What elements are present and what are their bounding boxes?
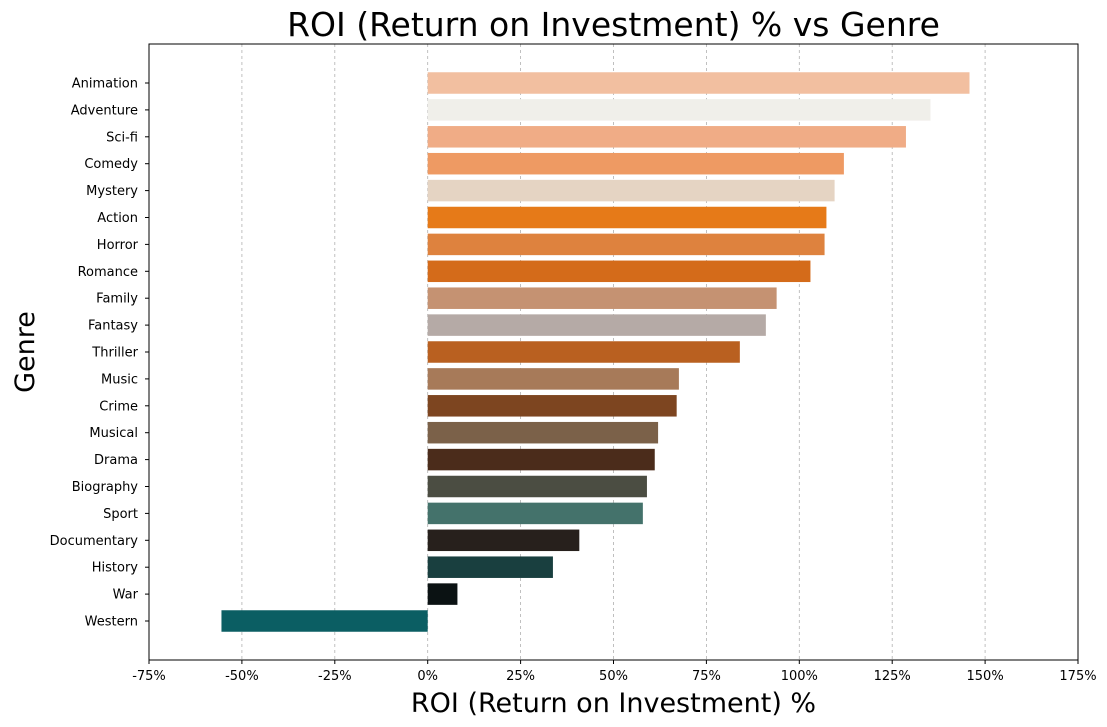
x-tick-label: 175% — [1059, 669, 1096, 684]
y-tick-label: Musical — [89, 426, 138, 441]
bar-mystery — [427, 179, 835, 202]
x-tick-label: 100% — [781, 669, 818, 684]
y-axis-ticks: Animation Adventure Sci-fi Comedy Mystery Act… — [50, 77, 149, 630]
x-tick-label: 0% — [417, 669, 438, 684]
y-tick-label: War — [113, 588, 139, 603]
plot-frame — [148, 43, 1079, 661]
y-tick-label: Music — [101, 372, 138, 387]
bar-crime — [427, 395, 677, 417]
bar-romance — [427, 260, 811, 283]
y-axis-label: Genre — [10, 311, 41, 393]
y-tick-label: Comedy — [84, 157, 138, 172]
bar-history — [427, 556, 553, 578]
y-tick-label: Sci-fi — [106, 130, 138, 145]
x-tick-label: 25% — [506, 669, 535, 684]
y-tick-label: Action — [97, 211, 138, 226]
x-tick-label: -25% — [318, 669, 352, 684]
bar-animation — [427, 72, 970, 94]
x-tick-label: 125% — [874, 669, 911, 684]
bar-family — [427, 287, 777, 309]
bar-sci-fi — [427, 126, 906, 148]
bar-musical — [427, 421, 659, 444]
y-tick-label: Drama — [94, 453, 138, 468]
bar-sport — [427, 502, 643, 525]
x-axis-label: ROI (Return on Investment) % — [411, 688, 816, 719]
x-tick-label: 150% — [967, 669, 1004, 684]
y-tick-label: Documentary — [50, 534, 139, 549]
bar-action — [427, 206, 827, 229]
bar-comedy — [427, 152, 844, 175]
bar-biography — [427, 475, 647, 498]
x-tick-label: -75% — [132, 669, 166, 684]
bar-western — [221, 610, 428, 632]
chart-title: ROI (Return on Investment) % vs Genre — [287, 5, 940, 44]
y-tick-label: Western — [85, 615, 138, 630]
bar-thriller — [427, 341, 740, 363]
y-tick-label: Sport — [103, 507, 138, 522]
bar-documentary — [427, 529, 580, 552]
bar-drama — [427, 448, 655, 471]
y-tick-label: Mystery — [86, 184, 138, 199]
y-tick-label: Adventure — [71, 103, 138, 118]
y-tick-label: Animation — [72, 77, 138, 92]
bars — [221, 72, 970, 632]
y-tick-label: Horror — [97, 238, 139, 253]
y-tick-label: Thriller — [91, 346, 138, 361]
bar-music — [427, 368, 679, 390]
y-tick-label: Crime — [99, 399, 138, 414]
y-tick-label: Fantasy — [88, 319, 138, 334]
bar-fantasy — [427, 314, 766, 336]
y-tick-label: Biography — [72, 480, 139, 495]
x-axis-ticks: -75% -50% -25% 0% 25% 50% 75% 100% 125% 150% 175% — [132, 660, 1097, 684]
bar-adventure — [427, 99, 931, 121]
y-tick-label: Romance — [78, 265, 138, 280]
y-tick-label: History — [92, 561, 139, 576]
bar-war — [427, 583, 458, 605]
bar-horror — [427, 233, 825, 256]
y-tick-label: Family — [96, 292, 138, 307]
x-tick-label: 75% — [692, 669, 721, 684]
x-tick-label: 50% — [599, 669, 628, 684]
x-tick-label: -50% — [225, 669, 259, 684]
